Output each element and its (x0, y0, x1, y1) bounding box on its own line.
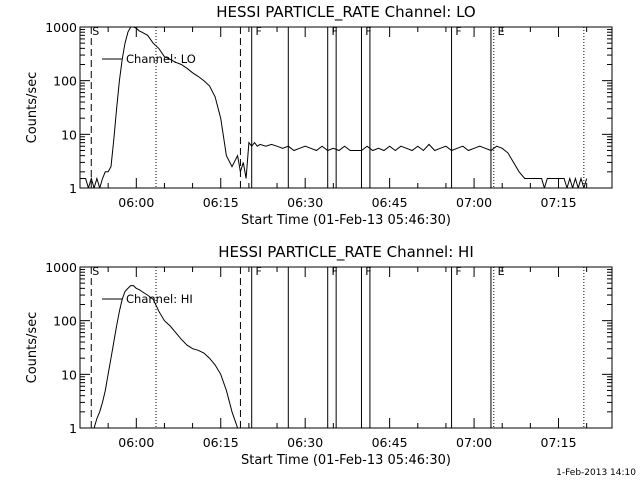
x-tick-label: 07:00 (456, 195, 492, 210)
marker-label: E (498, 25, 505, 38)
marker-label: F (332, 25, 338, 38)
plot-frame (79, 266, 613, 429)
x-tick-label: 07:15 (541, 435, 577, 450)
series-line-1 (80, 27, 588, 188)
x-tick-label: 06:00 (118, 435, 154, 450)
y-tick-label: 1000 (45, 20, 77, 35)
plot-frame (79, 26, 613, 189)
y-tick-label: 10 (61, 367, 77, 382)
chart-title: HESSI PARTICLE_RATE Channel: LO (216, 3, 475, 22)
y-axis-label: Counts/sec (25, 312, 40, 384)
marker-label: F (365, 25, 371, 38)
y-tick-label: 1000 (45, 260, 77, 275)
marker-label: F (455, 265, 461, 278)
marker-label: E (498, 265, 505, 278)
marker-label: F (332, 265, 338, 278)
x-tick-label: 06:15 (203, 195, 239, 210)
y-axis-label: Counts/sec (25, 72, 40, 144)
x-tick-label: 06:45 (372, 435, 408, 450)
chart-panel-2: HESSI PARTICLE_RATE Channel: HI 06:00 06:1… (25, 243, 613, 468)
marker-label: F (256, 265, 262, 278)
legend-label: Channel: LO (126, 52, 196, 66)
x-axis-label: Start Time (01-Feb-13 05:46:30) (241, 453, 451, 468)
marker-label: F (455, 25, 461, 38)
x-tick-label: 06:30 (287, 195, 323, 210)
marker-label: F (256, 25, 262, 38)
y-tick-label: 1 (69, 421, 77, 436)
y-tick-label: 100 (53, 314, 77, 329)
series-line-1 (93, 285, 239, 428)
marker-label: S (92, 265, 99, 278)
x-tick-label: 06:15 (203, 435, 239, 450)
y-tick-label: 1 (69, 181, 77, 196)
x-axis-label: Start Time (01-Feb-13 05:46:30) (241, 213, 451, 228)
y-tick-label: 10 (61, 127, 77, 142)
marker-label: S (92, 25, 99, 38)
x-tick-label: 07:00 (456, 435, 492, 450)
footer-timestamp: 1-Feb-2013 14:10 (556, 468, 636, 478)
x-tick-label: 07:15 (541, 195, 577, 210)
chart-title: HESSI PARTICLE_RATE Channel: HI (218, 243, 474, 262)
chart-panel-1: HESSI PARTICLE_RATE Channel: LO 06:00 06:1… (25, 3, 613, 228)
x-tick-label: 06:45 (372, 195, 408, 210)
legend-label: Channel: HI (126, 292, 193, 306)
x-tick-label: 06:30 (287, 435, 323, 450)
x-tick-label: 06:00 (118, 195, 154, 210)
marker-label: F (365, 265, 371, 278)
y-tick-label: 100 (53, 74, 77, 89)
